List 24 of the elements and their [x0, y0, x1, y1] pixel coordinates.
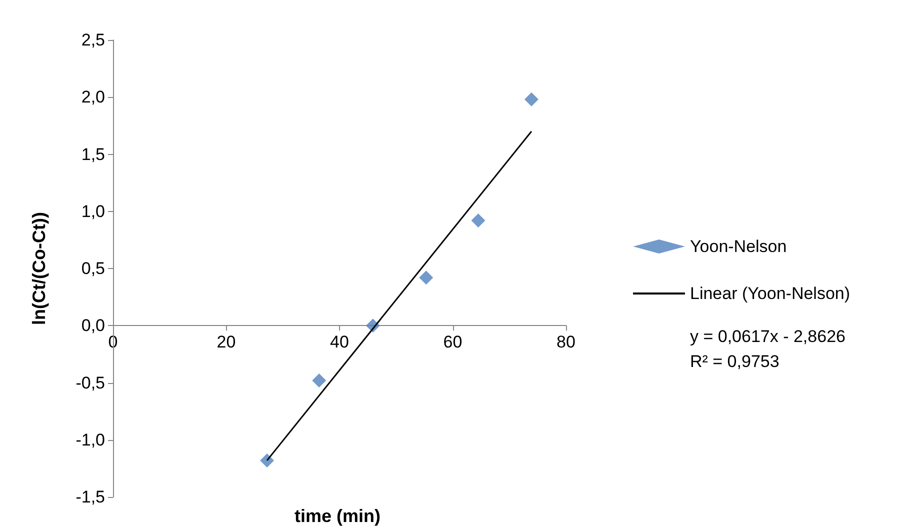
y-tick-label: 0,5 — [81, 259, 105, 278]
y-tick-label: 1,5 — [81, 144, 105, 164]
point — [312, 373, 326, 388]
point — [260, 453, 274, 468]
x-axis-title: time (min) — [294, 506, 381, 526]
x-tick-label: 40 — [330, 332, 349, 352]
text: y = 0,0617x - 2,8626 — [690, 327, 846, 346]
y-tick-label: -1,0 — [76, 430, 105, 450]
x-tick-label: 20 — [216, 332, 236, 352]
y-tick-label: 2,0 — [81, 88, 105, 107]
point — [524, 92, 538, 106]
point — [471, 214, 486, 228]
y-tick-label: -0,5 — [76, 373, 105, 392]
y-tick-label: -1,5 — [76, 488, 105, 506]
point — [419, 270, 434, 285]
x-tick-label: 60 — [443, 332, 462, 352]
y-axis-title: ln(Ct/(Co-Ct)) — [29, 212, 49, 325]
x-tick-label: 80 — [556, 332, 576, 352]
y-tick-label: 2,5 — [81, 30, 105, 50]
y-tick-label: 1,0 — [81, 202, 105, 221]
y-tick-label: 0,0 — [81, 316, 105, 336]
legend-label: Yoon-Nelson — [690, 237, 787, 256]
legend-label: Linear (Yoon-Nelson) — [690, 284, 850, 303]
text: R² = 0,9753 — [690, 352, 780, 371]
